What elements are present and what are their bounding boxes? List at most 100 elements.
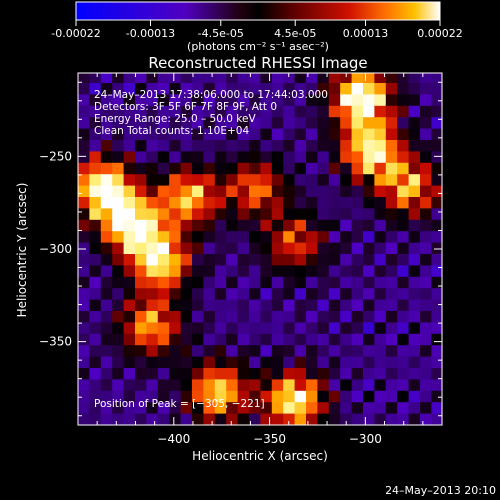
heatmap-cell <box>249 161 262 175</box>
heatmap-cell <box>306 172 319 186</box>
heatmap-cell <box>408 332 422 346</box>
heatmap-cell <box>260 343 274 357</box>
heatmap-cell <box>214 389 228 403</box>
heatmap-cell <box>385 218 399 232</box>
heatmap-cell <box>169 206 183 220</box>
heatmap-cell <box>157 241 171 254</box>
heatmap-cell <box>385 275 399 289</box>
heatmap-cell <box>306 343 319 357</box>
heatmap-cell <box>397 389 411 403</box>
heatmap-cell <box>89 172 103 186</box>
heatmap-cell <box>351 389 365 403</box>
heatmap-cell <box>283 309 297 323</box>
heatmap-cell <box>283 389 297 403</box>
heatmap-cell <box>306 252 319 266</box>
heatmap-cell <box>317 104 331 118</box>
heatmap-cell <box>112 104 126 118</box>
heatmap-cell <box>431 73 442 83</box>
heatmap-cell <box>317 366 331 380</box>
heatmap-cell <box>157 400 171 414</box>
heatmap-cell <box>306 389 319 403</box>
y-tick-label: −350 <box>39 335 72 349</box>
heatmap-cell <box>397 104 411 118</box>
heatmap-cell <box>260 309 274 323</box>
heatmap-cell <box>306 377 319 391</box>
heatmap-cell <box>260 149 274 163</box>
heatmap-cell <box>89 241 103 254</box>
heatmap-cell <box>123 412 137 425</box>
heatmap-cell <box>112 400 126 414</box>
y-tick-label: −250 <box>39 149 72 163</box>
heatmap-cell <box>385 286 399 300</box>
heatmap-cell <box>100 252 114 266</box>
heatmap-cell <box>420 309 433 323</box>
heatmap-cell <box>78 218 91 232</box>
heatmap-cell <box>431 332 442 346</box>
heatmap-cell <box>328 366 342 380</box>
heatmap-cell <box>306 218 319 232</box>
heatmap-cell <box>169 298 183 311</box>
heatmap-cell <box>78 355 91 368</box>
heatmap-cell <box>237 355 251 368</box>
heatmap-cell <box>317 263 331 277</box>
heatmap-cell <box>237 286 251 300</box>
heatmap-cell <box>146 92 160 106</box>
heatmap-cell <box>385 73 399 83</box>
heatmap-cell <box>100 298 114 311</box>
heatmap-cell <box>283 161 297 175</box>
heatmap-cell <box>237 184 251 197</box>
heatmap-cell <box>260 377 274 391</box>
heatmap-cell <box>328 206 342 220</box>
heatmap-cell <box>294 241 308 254</box>
heatmap-cell <box>385 92 399 106</box>
heatmap-cell <box>180 400 194 414</box>
heatmap-cell <box>89 149 103 163</box>
heatmap-cell <box>294 400 308 414</box>
heatmap-cell <box>214 218 228 232</box>
heatmap-cell <box>271 332 285 346</box>
heatmap-cell <box>180 332 194 346</box>
heatmap-cell <box>271 172 285 186</box>
heatmap-cell <box>328 275 342 289</box>
heatmap-cell <box>420 320 433 334</box>
heatmap-cell <box>135 195 148 209</box>
heatmap-cell <box>306 332 319 346</box>
heatmap-cell <box>112 377 126 391</box>
heatmap-cell <box>100 263 114 277</box>
heatmap-cell <box>123 73 137 83</box>
heatmap-cell <box>283 241 297 254</box>
heatmap-cell <box>283 275 297 289</box>
heatmap-cell <box>237 252 251 266</box>
heatmap-cell <box>294 195 308 209</box>
heatmap-cell <box>294 115 308 129</box>
heatmap-cell <box>226 412 240 425</box>
heatmap-cell <box>340 73 354 83</box>
heatmap-cell <box>306 298 319 311</box>
heatmap-cell <box>431 343 442 357</box>
heatmap-cell <box>317 332 331 346</box>
heatmap-cell <box>180 412 194 425</box>
heatmap-cell <box>78 92 91 106</box>
heatmap-cell <box>340 127 354 140</box>
heatmap-cell <box>385 263 399 277</box>
heatmap-cell <box>89 138 103 152</box>
heatmap-cell <box>408 229 422 243</box>
heatmap-cell <box>89 92 103 106</box>
heatmap-cell <box>306 138 319 152</box>
heatmap-cell <box>340 286 354 300</box>
heatmap-cell <box>260 184 274 197</box>
heatmap-cell <box>89 115 103 129</box>
heatmap-cell <box>100 127 114 140</box>
heatmap-cell <box>294 172 308 186</box>
heatmap-cell <box>363 298 376 311</box>
heatmap-cell <box>351 229 365 243</box>
heatmap-cell <box>397 320 411 334</box>
heatmap-cell <box>420 377 433 391</box>
heatmap-cell <box>420 206 433 220</box>
heatmap-cell <box>226 172 240 186</box>
heatmap-cell <box>363 218 376 232</box>
heatmap-cell <box>420 229 433 243</box>
heatmap-cell <box>306 241 319 254</box>
heatmap-cell <box>351 73 365 83</box>
heatmap-cell <box>157 138 171 152</box>
